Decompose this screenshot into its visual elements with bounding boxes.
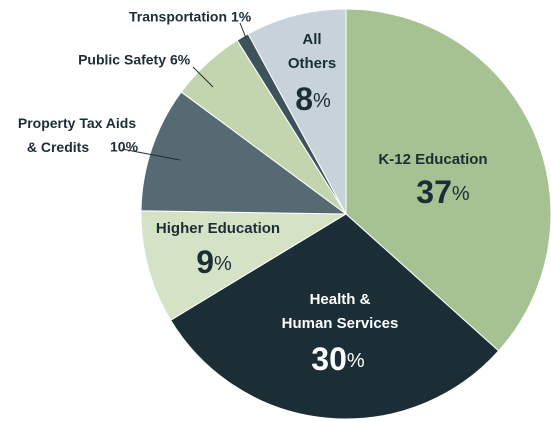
value-label: 8% [295,81,331,117]
leader-line [192,66,214,88]
pie-slice [140,91,348,215]
pie-slice [140,210,348,321]
slice-label: Higher Education [156,220,280,237]
pie-slice [247,8,347,215]
slice-label: Public Safety [78,52,166,68]
leader-line [239,22,247,39]
slice-label: Property Tax Aids & Credits [18,115,136,155]
value-label: 1% [231,9,252,25]
slice-label: Transportation [129,9,227,25]
value-label: 37% [416,174,470,210]
value-label: 10% [110,139,139,155]
value-label: 9% [196,244,232,280]
pie-slice [169,213,500,420]
value-label: 30% [311,341,365,377]
pie-slice [345,8,551,352]
leader-line [121,148,181,161]
slice-label: All Others [288,31,336,72]
value-label: 6% [170,52,191,68]
slice-label: K-12 Education [378,151,487,168]
slice-label: Health & Human Services [282,291,399,332]
